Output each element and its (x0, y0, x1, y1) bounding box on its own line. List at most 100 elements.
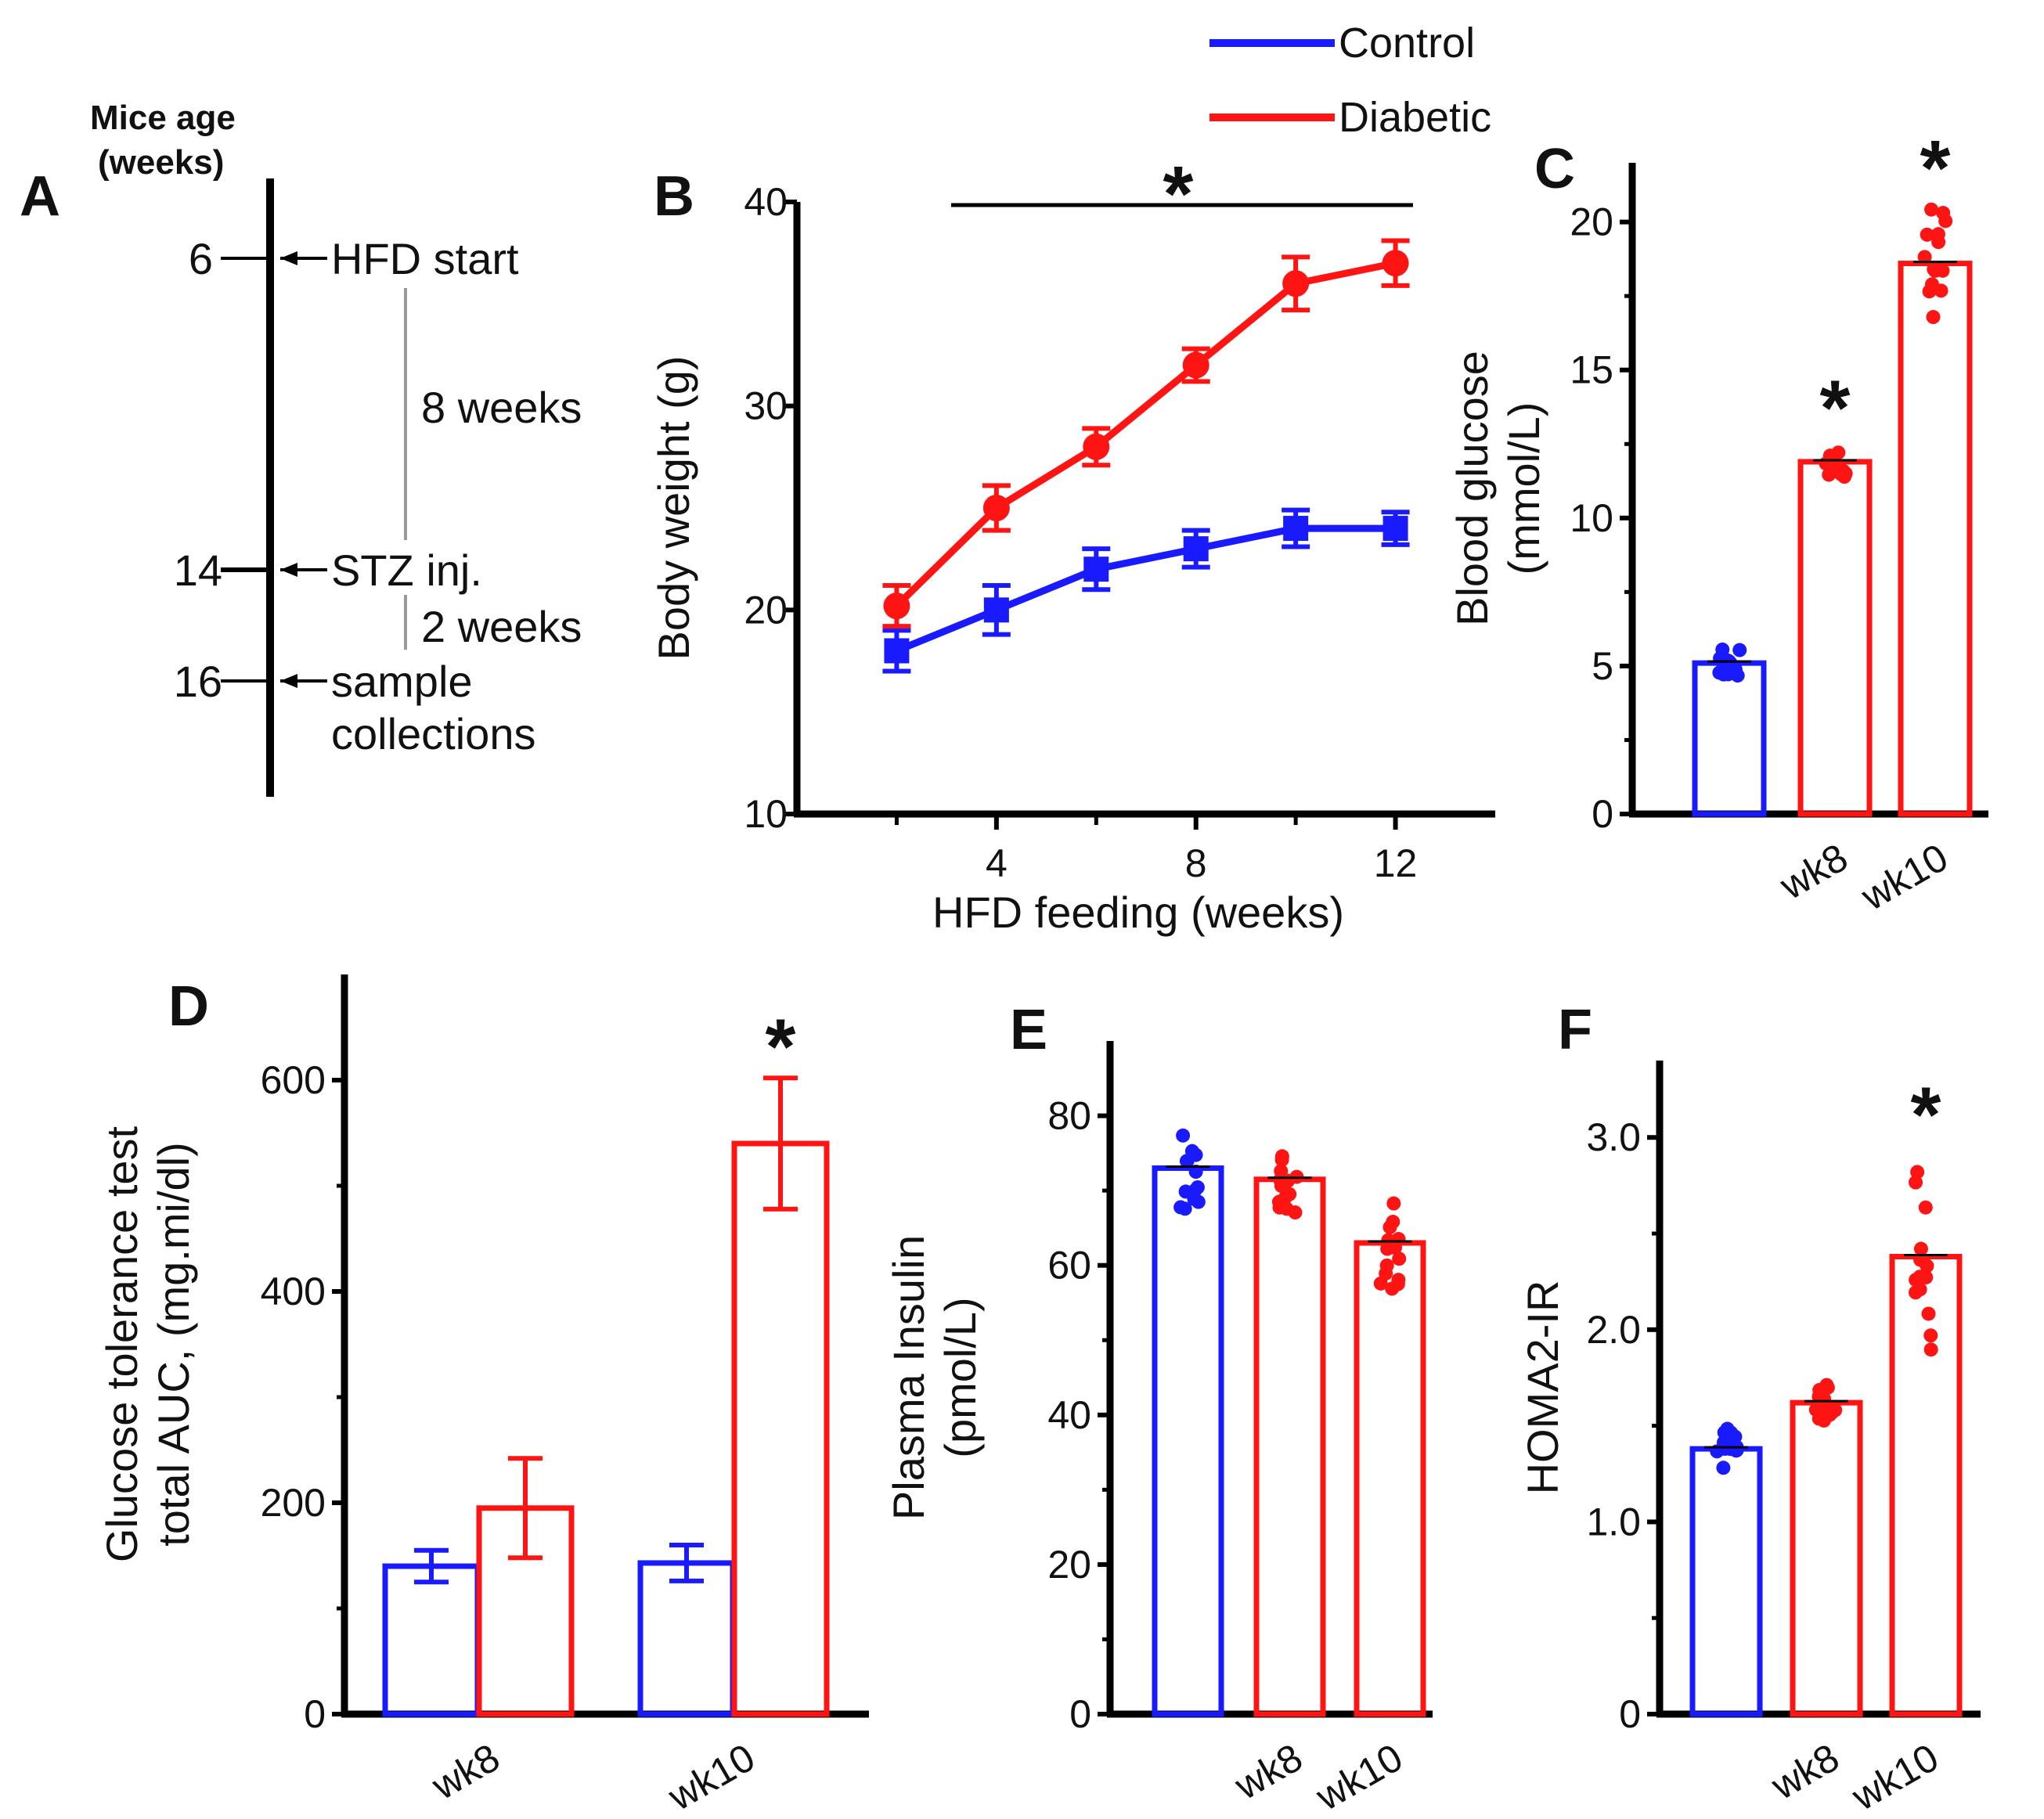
duration-8-weeks: 8 weeks (421, 383, 582, 432)
x-tick-label: wk10 (1844, 1735, 1946, 1819)
y-tick-label: 40 (1047, 1393, 1091, 1437)
bar (637, 1560, 736, 1717)
series-line-control (895, 524, 1396, 654)
data-point (1930, 227, 1945, 242)
data-point (1173, 1200, 1188, 1215)
data-point (1176, 1128, 1191, 1143)
data-point (1822, 467, 1837, 482)
data-point (1936, 206, 1951, 221)
y-tick-label: 0 (1619, 1692, 1641, 1736)
data-point (1188, 1147, 1203, 1162)
x-tick-label: wk8 (424, 1735, 507, 1808)
y-tick-label: 2.0 (1586, 1308, 1641, 1352)
y-tick-label: 0 (1592, 792, 1613, 836)
data-point (1920, 227, 1934, 242)
y-tick-label: 5 (1592, 644, 1613, 688)
data-point (1918, 1200, 1933, 1215)
y-tick-label: 60 (1047, 1244, 1091, 1288)
event-hfd-start: HFD start (331, 234, 519, 283)
age-6-label: 6 (189, 234, 213, 283)
timeline-header-line1: Mice age (90, 99, 236, 137)
data-point (1836, 463, 1851, 478)
data-point (1188, 1165, 1203, 1180)
bar (382, 1563, 481, 1717)
bar (731, 1140, 830, 1717)
legend-control-label: Control (1339, 20, 1475, 67)
data-point (1924, 277, 1939, 292)
sample-arrow (280, 674, 327, 688)
bar (1790, 1399, 1863, 1717)
y-axis-label-units: (mmol/L) (1499, 402, 1548, 575)
data-point (1382, 516, 1408, 542)
data-point (1917, 250, 1932, 265)
x-tick-label: wk8 (1772, 835, 1855, 908)
data-point (1382, 250, 1409, 277)
bar (1152, 1165, 1224, 1717)
panel-label-d: D (168, 975, 209, 1038)
event-collections: collections (331, 709, 535, 758)
y-tick-label: 20 (1570, 200, 1613, 244)
y-axis-label: Plasma Insulin (884, 1235, 933, 1520)
data-point (883, 593, 910, 620)
data-point (1724, 1425, 1739, 1440)
data-point (1392, 1252, 1407, 1266)
data-point (1924, 202, 1939, 217)
data-point (1083, 433, 1110, 460)
legend-diabetic-label: Diabetic (1339, 94, 1491, 141)
y-tick-label: 80 (1047, 1094, 1091, 1138)
y-tick-label: 30 (744, 384, 788, 428)
data-point (1282, 270, 1310, 297)
x-tick-label: wk10 (1854, 835, 1956, 919)
bar (1692, 660, 1767, 817)
event-sample: sample (331, 657, 473, 706)
data-point (983, 597, 1009, 623)
data-point (1923, 1328, 1938, 1343)
data-point (1729, 1443, 1744, 1457)
data-point (1927, 262, 1941, 277)
timeline-header-line2: (weeks) (98, 143, 224, 182)
y-axis-label-units: total AUC, (mg.mi/dl) (149, 1142, 198, 1547)
x-tick-label: 12 (1374, 841, 1418, 885)
data-point (982, 495, 1010, 521)
event-stz-injection: STZ inj. (331, 546, 482, 595)
y-tick-label: 0 (304, 1692, 326, 1736)
data-point (1811, 1411, 1826, 1426)
y-tick-label: 200 (261, 1481, 326, 1525)
series-line-diabetic (894, 259, 1397, 609)
data-point (1183, 536, 1209, 562)
y-tick-label: 400 (261, 1270, 326, 1313)
data-point (1188, 1183, 1202, 1198)
data-point (1382, 1219, 1397, 1234)
x-tick-label: wk8 (1227, 1735, 1310, 1808)
data-point (1716, 1461, 1731, 1475)
y-axis-label: HOMA2-IR (1518, 1281, 1567, 1495)
y-axis-label: Blood glucose (1447, 351, 1497, 626)
y-tick-label: 3.0 (1586, 1115, 1641, 1159)
y-axis-label: Body weight (g) (649, 355, 698, 660)
panel-d-gtt-auc-chart: 0 200 400 600 Glucose tolerance test total AU… (97, 974, 869, 1819)
significance-star: * (1911, 1071, 1941, 1158)
age-14-label: 14 (174, 546, 222, 595)
y-tick-label: 1.0 (1586, 1500, 1641, 1543)
x-tick-label: wk10 (661, 1735, 762, 1819)
data-point (884, 638, 910, 664)
data-point (1182, 351, 1209, 379)
y-tick-label: 20 (1047, 1543, 1091, 1587)
panel-a-timeline: A Mice age (weeks) 6 14 16 HFD start STZ… (20, 99, 582, 797)
hfd-start-arrow (280, 251, 327, 265)
y-tick-label: 10 (744, 792, 788, 836)
x-tick-label: wk8 (1764, 1735, 1847, 1808)
data-point (1923, 1342, 1938, 1357)
duration-2-weeks: 2 weeks (421, 602, 582, 651)
y-axis-label: Glucose tolerance test (97, 1126, 146, 1562)
panel-label-c: C (1534, 138, 1575, 200)
bar (1889, 1254, 1963, 1717)
panel-label-e: E (1010, 999, 1047, 1061)
y-tick-label: 40 (744, 180, 788, 224)
y-tick-label: 600 (261, 1058, 326, 1102)
data-point (1288, 1205, 1303, 1220)
panel-label-b: B (654, 165, 694, 228)
